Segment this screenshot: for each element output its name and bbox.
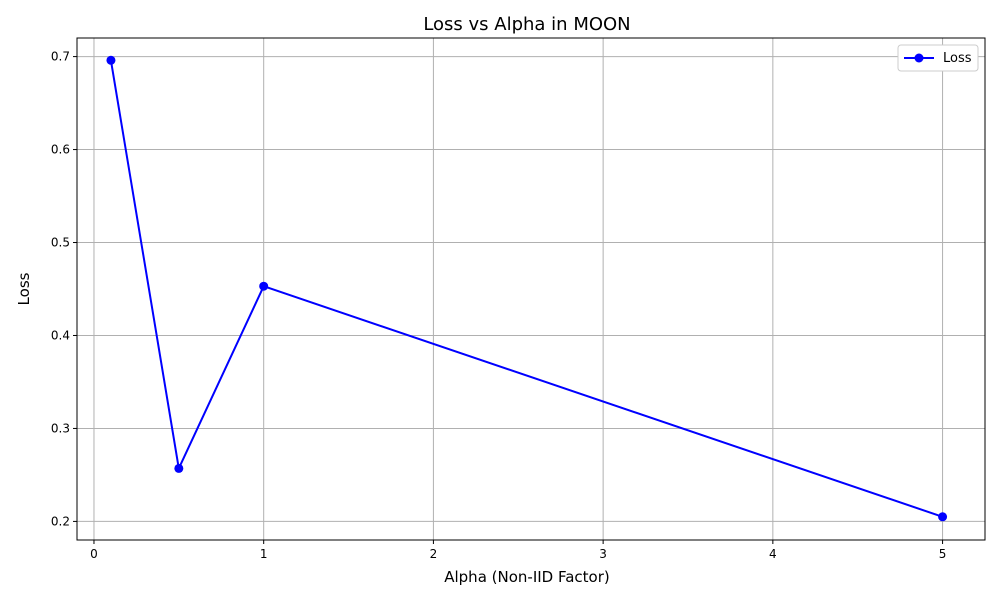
y-axis-title: Loss xyxy=(15,272,33,305)
x-tick-label: 2 xyxy=(430,547,438,561)
y-tick-label: 0.4 xyxy=(51,328,70,342)
data-point-marker xyxy=(174,463,184,473)
series-line-loss xyxy=(109,60,943,518)
legend: Loss xyxy=(897,44,979,72)
y-tick-label: 0.2 xyxy=(51,514,70,528)
y-tick-label: 0.5 xyxy=(51,236,70,250)
data-point-marker xyxy=(938,512,948,522)
plot-area-frame xyxy=(76,37,986,541)
y-tick-label: 0.6 xyxy=(51,143,70,157)
x-axis-title: Alpha (Non-IID Factor) xyxy=(444,568,610,586)
x-tick-label: 0 xyxy=(90,547,98,561)
axis-ticks: 0 1 2 3 4 5 0.2 0.3 0.4 0.5 0.6 0.7 xyxy=(51,50,946,561)
data-point-marker xyxy=(106,55,116,65)
x-tick-label: 1 xyxy=(260,547,268,561)
x-tick-label: 5 xyxy=(939,547,947,561)
legend-box xyxy=(897,44,979,72)
grid xyxy=(77,38,985,540)
data-point-marker xyxy=(259,281,269,291)
x-tick-label: 4 xyxy=(769,547,777,561)
legend-marker-swatch xyxy=(914,53,924,63)
x-tick-label: 3 xyxy=(599,547,607,561)
legend-label: Loss xyxy=(943,51,972,66)
y-tick-label: 0.7 xyxy=(51,50,70,64)
series-layer xyxy=(106,55,948,522)
chart-title: Loss vs Alpha in MOON xyxy=(423,14,630,35)
y-tick-label: 0.3 xyxy=(51,421,70,435)
